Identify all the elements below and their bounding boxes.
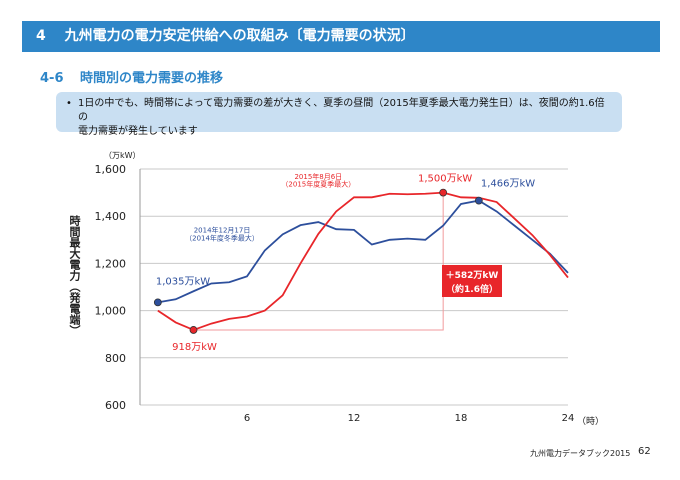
y-tick-label: 600 <box>105 399 126 412</box>
x-tick-label: 18 <box>455 413 468 424</box>
x-unit-label: （時） <box>577 417 605 427</box>
footer-text: 九州電力データブック2015 <box>530 449 631 458</box>
summer-min-label: 918万kW <box>172 342 217 353</box>
bullet-icon: • <box>66 98 72 109</box>
summer-series-label-1: 2015年8月6日 <box>294 172 342 181</box>
page-number: 62 <box>638 446 651 457</box>
summary-line-2: 電力需要が発生しています <box>78 126 198 137</box>
header-number: 4 <box>36 28 46 44</box>
x-tick-label: 12 <box>348 413 361 424</box>
y-unit-label: （万kW） <box>104 151 141 160</box>
section-title: 4-6 時間別の電力需要の推移 <box>40 67 223 86</box>
winter-peak-point <box>474 196 483 205</box>
section-title-text: 時間別の電力需要の推移 <box>80 71 224 86</box>
section-number: 4-6 <box>40 71 64 86</box>
y-axis-title: 時間最大電力（発電端） <box>68 215 81 336</box>
summary-line-1: 1日の中でも、時間帯によって電力需要の差が大きく、夏季の昼間（2015年夏季最大… <box>78 98 605 123</box>
difference-callout-box <box>442 265 502 297</box>
y-tick-label: 1,000 <box>95 305 127 318</box>
y-tick-label: 800 <box>105 352 126 365</box>
summer-series-line <box>157 191 569 331</box>
y-tick-label: 1,400 <box>95 210 127 223</box>
summer-peak-label: 1,500万kW <box>418 174 472 185</box>
summary-box: • 1日の中でも、時間帯によって電力需要の差が大きく、夏季の昼間（2015年夏季… <box>56 92 622 137</box>
difference-guide-line <box>193 192 444 331</box>
difference-label-2: （約1.6倍） <box>446 283 498 295</box>
winter-series-label-2: （2014年度冬季最大） <box>185 234 259 243</box>
x-tick-label: 24 <box>562 413 575 424</box>
winter-series-label-1: 2014年12月17日 <box>194 226 251 235</box>
y-tick-label: 1,200 <box>95 257 127 270</box>
header-bar: 4 九州電力の電力安定供給への取組み〔電力需要の状況〕 <box>22 21 660 52</box>
x-tick-label: 6 <box>244 413 250 424</box>
summer-min-point <box>189 326 198 334</box>
winter-peak-label: 1,466万kW <box>481 179 535 190</box>
winter-start-label: 1,035万kW <box>156 276 210 287</box>
header-title: 九州電力の電力安定供給への取組み〔電力需要の状況〕 <box>64 28 415 44</box>
winter-series-line <box>157 199 569 304</box>
summer-peak-point <box>439 188 448 197</box>
difference-label-1: ＋582万kW <box>446 270 499 281</box>
summer-series-label-2: （2015年度夏季最大） <box>281 180 355 189</box>
winter-start-point <box>153 298 162 307</box>
y-tick-label: 1,600 <box>95 163 127 176</box>
